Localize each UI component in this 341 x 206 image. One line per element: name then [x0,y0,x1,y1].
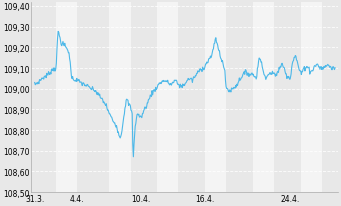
Bar [253,3,274,192]
Bar [109,3,131,192]
Bar [157,3,178,192]
Bar [301,3,322,192]
Bar [56,3,77,192]
Bar [205,3,226,192]
